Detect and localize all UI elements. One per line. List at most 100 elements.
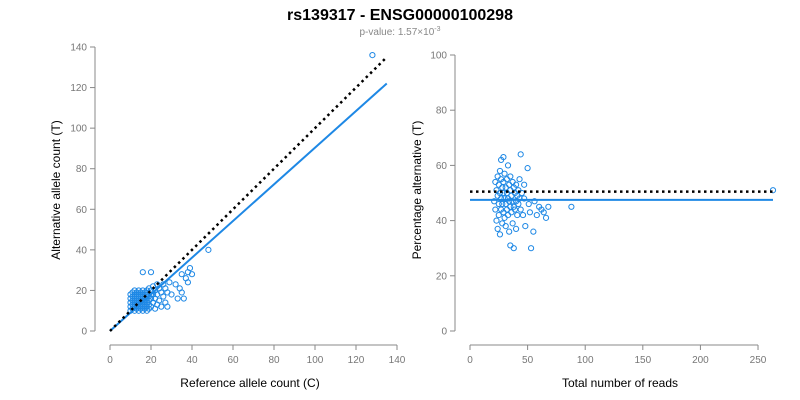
allele-counts-y-tick-label: 120: [70, 83, 87, 94]
percentage-alternative-point: [491, 198, 498, 205]
allele-counts-point: [369, 52, 376, 59]
percentage-alternative-x-axis-label: Total number of reads: [562, 376, 678, 390]
percentage-alternative-point: [568, 203, 575, 210]
percentage-alternative-point: [498, 195, 505, 202]
allele-counts-point: [139, 287, 146, 294]
percentage-alternative-point: [521, 181, 528, 188]
percentage-alternative-point: [515, 200, 522, 208]
allele-counts-y-axis-label: Alternative allele count (T): [49, 120, 63, 259]
p-value-base: p-value: 1.57×10: [359, 27, 434, 38]
allele-counts-point: [139, 307, 146, 314]
percentage-alternative-point: [492, 206, 499, 213]
percentage-alternative-y-tick-label: 80: [436, 106, 448, 117]
percentage-alternative-point: [525, 200, 532, 208]
percentage-alternative-point: [508, 209, 515, 216]
percentage-alternative-point: [530, 228, 537, 235]
allele-counts-point: [129, 293, 136, 300]
percentage-alternative-point: [496, 167, 504, 175]
allele-counts-point: [184, 279, 191, 286]
allele-counts-point: [141, 301, 148, 308]
percentage-alternative-y-axis-label: Percentage alternative (T): [410, 121, 424, 260]
percentage-panel: 0 50 100 150 200 250 0 20 40 60 80 100 Total number …: [410, 51, 777, 390]
allele-counts-point: [131, 295, 138, 302]
percentage-alternative-point: [496, 231, 504, 238]
allele-counts-point: [160, 293, 167, 300]
percentage-alternative-point: [522, 223, 529, 230]
percentage-alternative-point: [516, 176, 523, 183]
percentage-alternative-point: [502, 223, 509, 230]
allele-counts-point: [143, 307, 150, 314]
percentage-alternative-point: [540, 209, 547, 216]
percentage-alternative-point: [507, 242, 514, 249]
percentage-alternative-point: [509, 198, 516, 205]
percentage-alternative-point: [504, 162, 512, 169]
percentage-alternative-point: [500, 154, 507, 161]
allele-counts-y-tick-label: 40: [76, 245, 88, 256]
allele-counts-y-tick-label: 60: [76, 205, 88, 216]
allele-counts-point: [129, 297, 136, 304]
allele-counts-point: [143, 287, 150, 294]
allele-counts-point: [127, 303, 134, 310]
allele-counts-point: [164, 303, 171, 310]
allele-counts-point: [178, 271, 185, 278]
allele-counts-point: [186, 265, 194, 272]
percentage-alternative-x-tick-label: 200: [692, 355, 709, 366]
allele-counts-y-tick-label: 80: [76, 164, 88, 175]
percentage-alternative-point: [495, 211, 502, 219]
percentage-alternative-y-tick-label: 40: [436, 216, 448, 227]
allele-counts-point: [143, 299, 150, 306]
allele-counts-y-tick-label: 0: [81, 327, 87, 338]
allele-counts-x-tick-label: 0: [107, 355, 113, 366]
percentage-alternative-point: [512, 181, 520, 188]
allele-counts-point: [172, 281, 179, 288]
percentage-alternative-point: [506, 228, 513, 235]
percentage-alternative-point: [517, 206, 524, 213]
allele-counts-point: [135, 287, 142, 294]
percentage-alternative-point: [517, 151, 524, 158]
allele-counts-point: [139, 299, 146, 306]
allele-counts-point: [156, 297, 163, 304]
percentage-alternative-point: [533, 211, 540, 219]
allele-counts-point: [143, 295, 150, 302]
percentage-alternative-point: [516, 195, 523, 202]
percentage-alternative-y-tick-label: 20: [436, 271, 448, 282]
percentage-alternative-point: [512, 225, 520, 232]
allele-counts-point: [180, 295, 187, 302]
allele-counts-x-axis-label: Reference allele count (C): [180, 376, 319, 390]
allele-counts-y-tick-label: 20: [76, 286, 88, 297]
allele-counts-point: [131, 291, 138, 298]
percentage-alternative-point: [510, 245, 517, 252]
allele-counts-point: [166, 279, 173, 286]
percentage-alternative-point: [511, 206, 519, 213]
allele-counts-y-tick-label: 100: [70, 124, 87, 135]
allele-counts-point: [168, 291, 175, 298]
percentage-alternative-x-tick-label: 150: [634, 355, 651, 366]
percentage-alternative-point: [519, 211, 527, 219]
allele-counts-point: [127, 295, 134, 302]
allele-counts-point: [127, 299, 134, 306]
percentage-alternative-point: [508, 192, 515, 199]
percentage-alternative-point: [495, 200, 502, 208]
allele-counts-point: [139, 269, 146, 276]
allele-counts-fit-line: [109, 82, 388, 332]
allele-counts-point: [137, 289, 144, 296]
percentage-alternative-point: [524, 165, 531, 172]
percentage-alternative-x-tick-label: 250: [750, 355, 767, 366]
allele-counts-x-tick-label: 120: [348, 355, 365, 366]
allele-counts-x-tick-label: 40: [186, 355, 198, 366]
allele-counts-x-tick-label: 100: [307, 355, 324, 366]
percentage-alternative-point: [493, 217, 500, 224]
percentage-alternative-point: [501, 214, 508, 221]
allele-counts-point: [178, 289, 185, 296]
percentage-alternative-point: [496, 189, 504, 197]
allele-counts-point: [188, 271, 196, 278]
allele-counts-x-tick-label: 20: [145, 355, 157, 366]
percentage-alternative-point: [504, 211, 512, 219]
percentage-alternative-y-tick-label: 100: [430, 51, 447, 62]
percentage-alternative-y-tick-label: 60: [436, 161, 448, 172]
allele-counts-point: [147, 269, 155, 276]
allele-counts-point: [137, 305, 144, 312]
allele-count-panel: 0 20 40 60 80 100 120 140 0 20 40 60 80 100 120 140 Refe…: [49, 43, 406, 391]
allele-counts-point: [145, 305, 153, 312]
percentage-alternative-point: [501, 170, 508, 177]
